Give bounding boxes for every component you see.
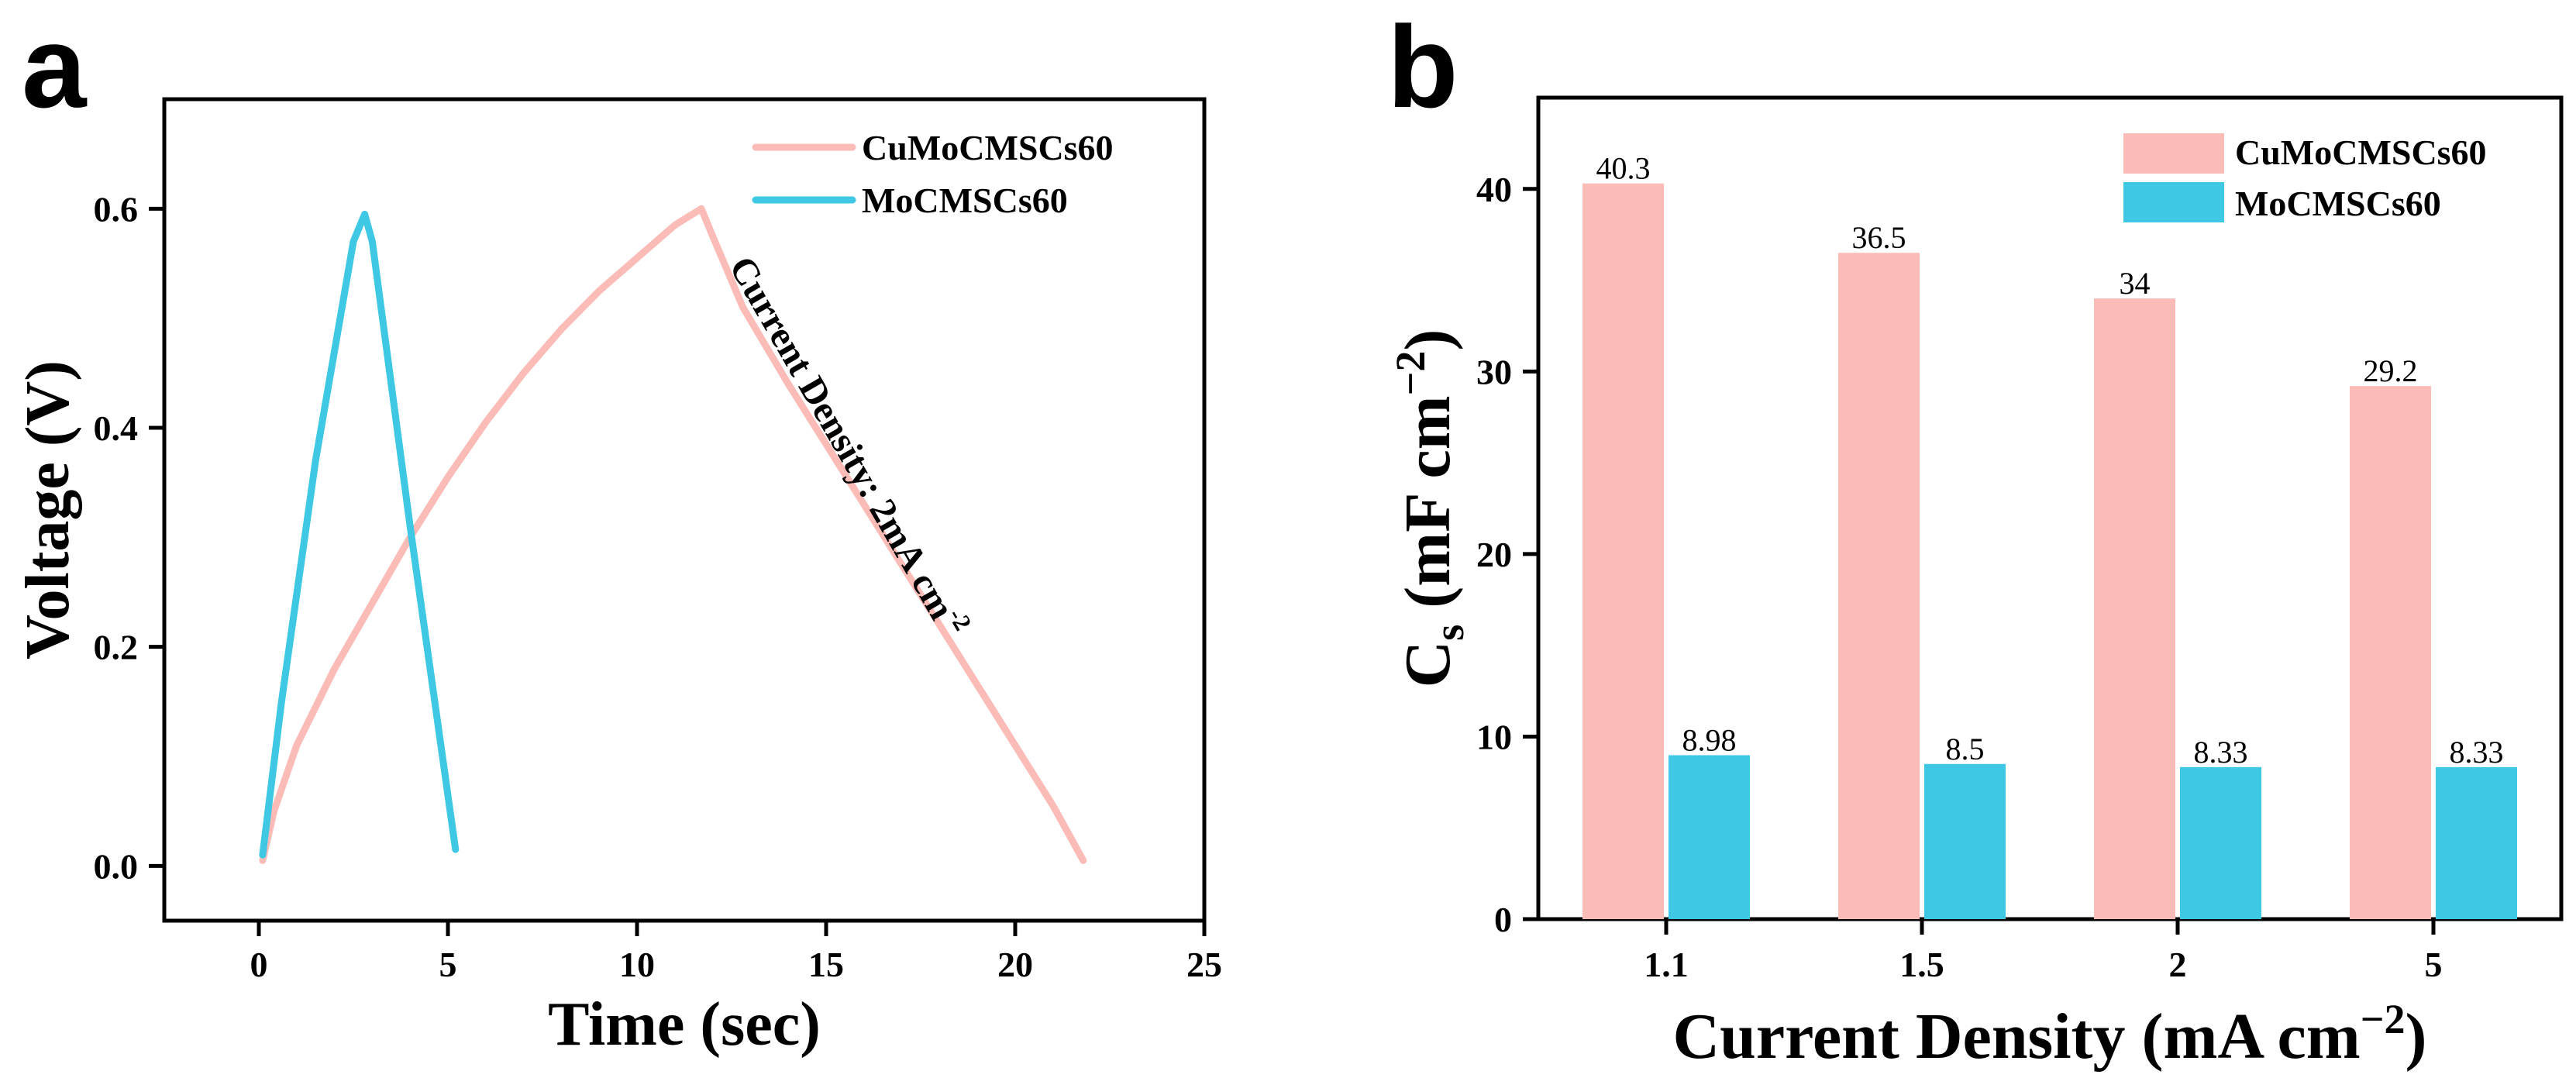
y-tick-label: 20 (1476, 535, 1512, 574)
panel-b-ticks: 0 10 20 30 40 1.1 1.5 2 5 (1476, 170, 2443, 984)
bar-value-label: 40.3 (1596, 151, 1651, 186)
bar-value-label: 8.98 (1682, 722, 1737, 757)
bar-cumocmscs60-5 (2350, 386, 2431, 920)
bar-value-label: 8.5 (1946, 732, 1985, 766)
panel-b-bars: 40.3 36.5 34 29.2 8.98 8.5 8.33 8.33 (1582, 151, 2517, 920)
bar-cumocmscs60-1.1 (1582, 183, 1664, 919)
x-tick-label: 1.1 (1644, 945, 1689, 984)
panel-a-annotation: Current Density: 2mA cm-2 (721, 247, 977, 645)
legend-swatch-cumocmscs60 (2123, 133, 2224, 174)
x-tick-label: 2 (2169, 945, 2187, 984)
bar-value-label: 8.33 (2450, 735, 2504, 770)
legend-label-mocmscs60: MoCMSCs60 (862, 181, 1068, 220)
bar-mocmscs60-5 (2436, 766, 2517, 919)
y-tick-label: 40 (1476, 170, 1512, 209)
legend-label-cumocmscs60-b: CuMoCMSCs60 (2235, 133, 2487, 172)
panel-b-label: b (1387, 2, 1458, 132)
panel-b-y-axis-title: Cs (mF cm−2) (1387, 329, 1472, 688)
y-tick-label: 10 (1476, 717, 1512, 756)
bar-value-label: 8.33 (2194, 735, 2248, 770)
y-tick-label: 30 (1476, 352, 1512, 391)
bar-mocmscs60-2 (2180, 766, 2261, 919)
y-title-mid: (mF cm (1392, 395, 1464, 624)
bar-cumocmscs60-1.5 (1838, 253, 1920, 919)
panel-a-label: a (22, 2, 88, 132)
y-title-main: C (1392, 641, 1464, 688)
bar-value-label: 34 (2120, 266, 2151, 301)
y-title-sub: s (1426, 625, 1472, 641)
x-title-sup: −2 (2361, 996, 2406, 1042)
x-tick-label: 20 (997, 945, 1033, 984)
annotation-text: Current Density: 2mA cm (721, 250, 962, 626)
x-tick-label: 10 (619, 945, 655, 984)
panel-b-legend: CuMoCMSCs60 MoCMSCs60 (2123, 133, 2487, 223)
panel-a-legend: CuMoCMSCs60 MoCMSCs60 (752, 128, 1114, 220)
legend-label-mocmscs60-b: MoCMSCs60 (2235, 184, 2441, 223)
panel-b: b 0 10 20 30 40 1.1 1.5 2 5 40.3 36.5 34 29.2 8.98 8.… (1387, 2, 2564, 1073)
x-title-end: ) (2406, 1001, 2427, 1073)
y-tick-label: 0.0 (94, 846, 139, 886)
y-title-sup: −2 (1387, 351, 1434, 396)
panel-a-plot-frame (162, 97, 1207, 923)
x-tick-label: 5 (2425, 945, 2443, 984)
panel-a: a 0 5 10 15 20 25 0.0 0.2 0.4 0.6 CuMoCMSCs60 MoC… (14, 2, 1222, 1059)
series-line-cumocmscs60 (259, 205, 1087, 864)
panel-a-x-axis-title: Time (sec) (548, 990, 821, 1059)
legend-label-cumocmscs60: CuMoCMSCs60 (862, 128, 1114, 167)
panel-a-y-axis-title: Voltage (V) (14, 360, 82, 660)
x-title-main: Current Density (mA cm (1672, 1001, 2360, 1073)
y-tick-label: 0.2 (94, 628, 139, 667)
x-tick-label: 5 (439, 945, 457, 984)
bar-value-label: 29.2 (2364, 353, 2418, 388)
x-tick-label: 0 (250, 945, 268, 984)
y-tick-label: 0.6 (94, 189, 139, 229)
x-tick-label: 15 (808, 945, 844, 984)
series-line-mocmscs60 (259, 210, 460, 859)
bar-mocmscs60-1.1 (1669, 755, 1750, 919)
panel-a-lines (259, 205, 1087, 864)
bar-cumocmscs60-2 (2094, 298, 2175, 920)
x-tick-label: 1.5 (1899, 945, 1944, 984)
x-tick-label: 25 (1186, 945, 1222, 984)
panel-b-x-axis-title: Current Density (mA cm−2) (1672, 996, 2426, 1073)
legend-swatch-mocmscs60 (2123, 182, 2224, 222)
panel-a-ticks: 0 5 10 15 20 25 0.0 0.2 0.4 0.6 (94, 189, 1223, 984)
bar-value-label: 36.5 (1852, 220, 1906, 255)
svg-text:Current Density: 2mA cm-2: Current Density: 2mA cm-2 (721, 247, 977, 645)
bar-mocmscs60-1.5 (1924, 763, 2006, 919)
y-tick-label: 0 (1494, 900, 1512, 939)
panel-b-plot-frame (1536, 95, 2564, 921)
y-tick-label: 0.4 (94, 408, 139, 448)
y-title-end: ) (1392, 329, 1464, 351)
